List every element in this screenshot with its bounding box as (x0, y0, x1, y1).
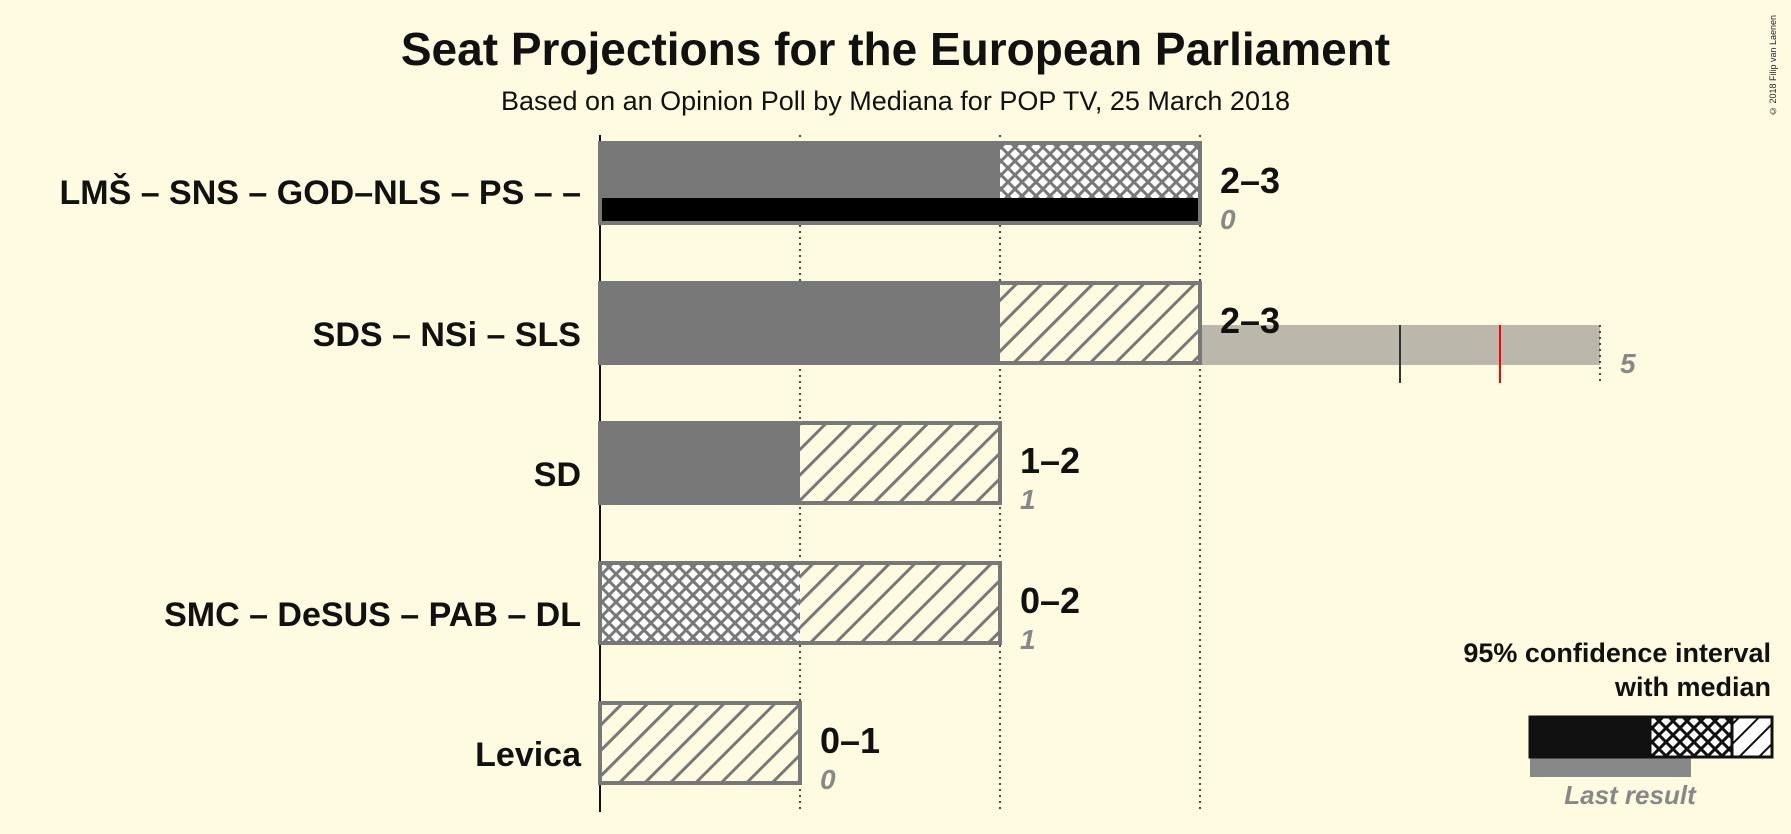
party-4-bar-outline (598, 701, 802, 785)
party-1-median-bar (600, 283, 1000, 363)
legend-diagonal-box (1730, 715, 1774, 759)
party-0-last-label: 0 (1220, 204, 1236, 235)
party-label-smc: SMC – DeSUS – PAB – DL (164, 596, 581, 634)
party-label-sds: SDS – NSi – SLS (312, 316, 581, 354)
party-4-last-label: 0 (820, 764, 836, 795)
party-4-range-label: 0–1 (820, 720, 880, 761)
party-2-range-label: 1–2 (1020, 440, 1080, 481)
party-label-sd: SD (533, 456, 581, 494)
party-2-last-label: 1 (1020, 484, 1036, 515)
legend-last-result-label: Last result (1564, 780, 1696, 810)
party-1-ci-diagonal (1000, 283, 1200, 363)
party-1-bar-outline (598, 281, 1202, 365)
party-2-median-bar (600, 423, 800, 503)
party-3-bar-outline (598, 561, 1002, 645)
party-2-bar-outline (598, 421, 1002, 505)
party-1-last-label: 5 (1620, 348, 1636, 379)
legend-ci-label-line2: with median (1614, 672, 1771, 702)
party-3-last-label: 1 (1020, 624, 1036, 655)
chart-title: Seat Projections for the European Parlia… (400, 23, 1391, 75)
party-3-ci-diagonal (800, 563, 1000, 643)
party-label-lms: LMŠ – SNS – GOD–NLS – PS – – (59, 174, 581, 212)
party-3-ci-crosshatch (600, 563, 800, 643)
party-0-bar-outline (598, 141, 1202, 225)
party-label-levica: Levica (475, 736, 581, 774)
party-0-dark-band (600, 198, 1200, 223)
legend-crosshatch-box (1648, 715, 1734, 759)
legend-outline (1528, 715, 1774, 759)
party-4-ci-diagonal (600, 703, 800, 783)
party-3-range-label: 0–2 (1020, 580, 1080, 621)
chart-subtitle: Based on an Opinion Poll by Mediana for … (501, 86, 1290, 116)
legend-ci-label-line1: 95% confidence interval (1463, 638, 1771, 668)
legend-graphic (1528, 715, 1774, 777)
party-1-range-label: 2–3 (1220, 300, 1280, 341)
party-0-ci-crosshatch (1000, 143, 1200, 198)
legend-median-bar (1530, 717, 1650, 757)
party-2-ci-diagonal (800, 423, 1000, 503)
party-0-range-label: 2–3 (1220, 160, 1280, 201)
